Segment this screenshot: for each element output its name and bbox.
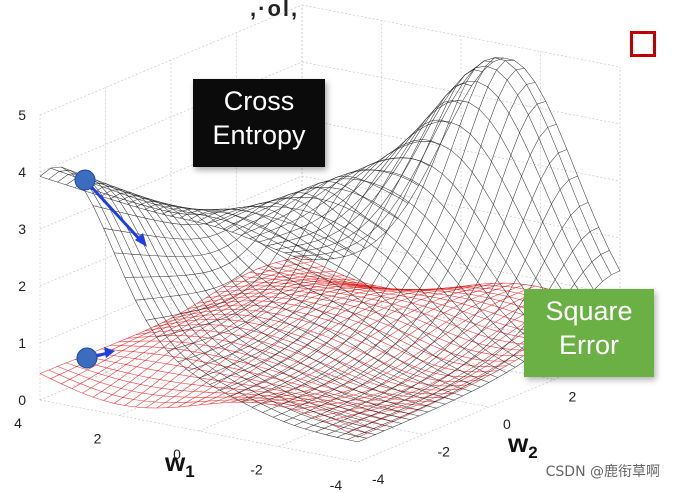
ce-arrow-head <box>135 233 147 247</box>
z-tick-label: 4 <box>18 164 26 180</box>
w2-tick-label: 0 <box>503 416 511 432</box>
z-tick-label: 5 <box>18 107 26 123</box>
cross-entropy-label: Cross Entropy <box>193 79 325 167</box>
w1-tick-label: 0 <box>173 446 181 462</box>
cross-entropy-label-line2: Entropy <box>212 119 306 150</box>
w2-tick-label: -2 <box>438 444 451 460</box>
w1-tick-label: 2 <box>94 431 102 447</box>
watermark: CSDN @鹿衔草啊 <box>545 464 660 480</box>
w2-tick-label: 2 <box>569 389 577 405</box>
ce-gradient-arrow <box>83 178 145 245</box>
se-arrow-head <box>104 347 115 358</box>
z-axis-ticks: 0 1 2 3 4 5 <box>18 107 26 408</box>
z-tick-label: 1 <box>18 335 26 351</box>
square-error-label: Square Error <box>524 289 654 377</box>
cross-entropy-label-line1: Cross <box>223 86 295 116</box>
cross-entropy-surface <box>39 57 621 443</box>
legend-square-icon <box>630 31 656 57</box>
w1-axis-ticks: 4 2 0 -2 -4 <box>14 415 342 493</box>
z-tick-label: 0 <box>18 392 26 408</box>
z-tick-label: 2 <box>18 278 26 294</box>
w1-axis-label: w1 <box>164 447 195 481</box>
square-error-label-line1: Square <box>545 296 633 326</box>
partial-title: ,·ol, <box>250 0 300 21</box>
ce-start-point <box>74 169 96 191</box>
w1-tick-label: -4 <box>330 477 343 493</box>
w1-tick-label: 4 <box>14 415 22 431</box>
square-error-label-line2: Error <box>559 329 619 360</box>
w2-axis-label: w2 <box>507 428 538 462</box>
w1-tick-label: -2 <box>250 462 263 478</box>
w2-tick-label: -4 <box>372 471 385 487</box>
se-start-point <box>76 347 98 369</box>
z-tick-label: 3 <box>18 221 26 237</box>
